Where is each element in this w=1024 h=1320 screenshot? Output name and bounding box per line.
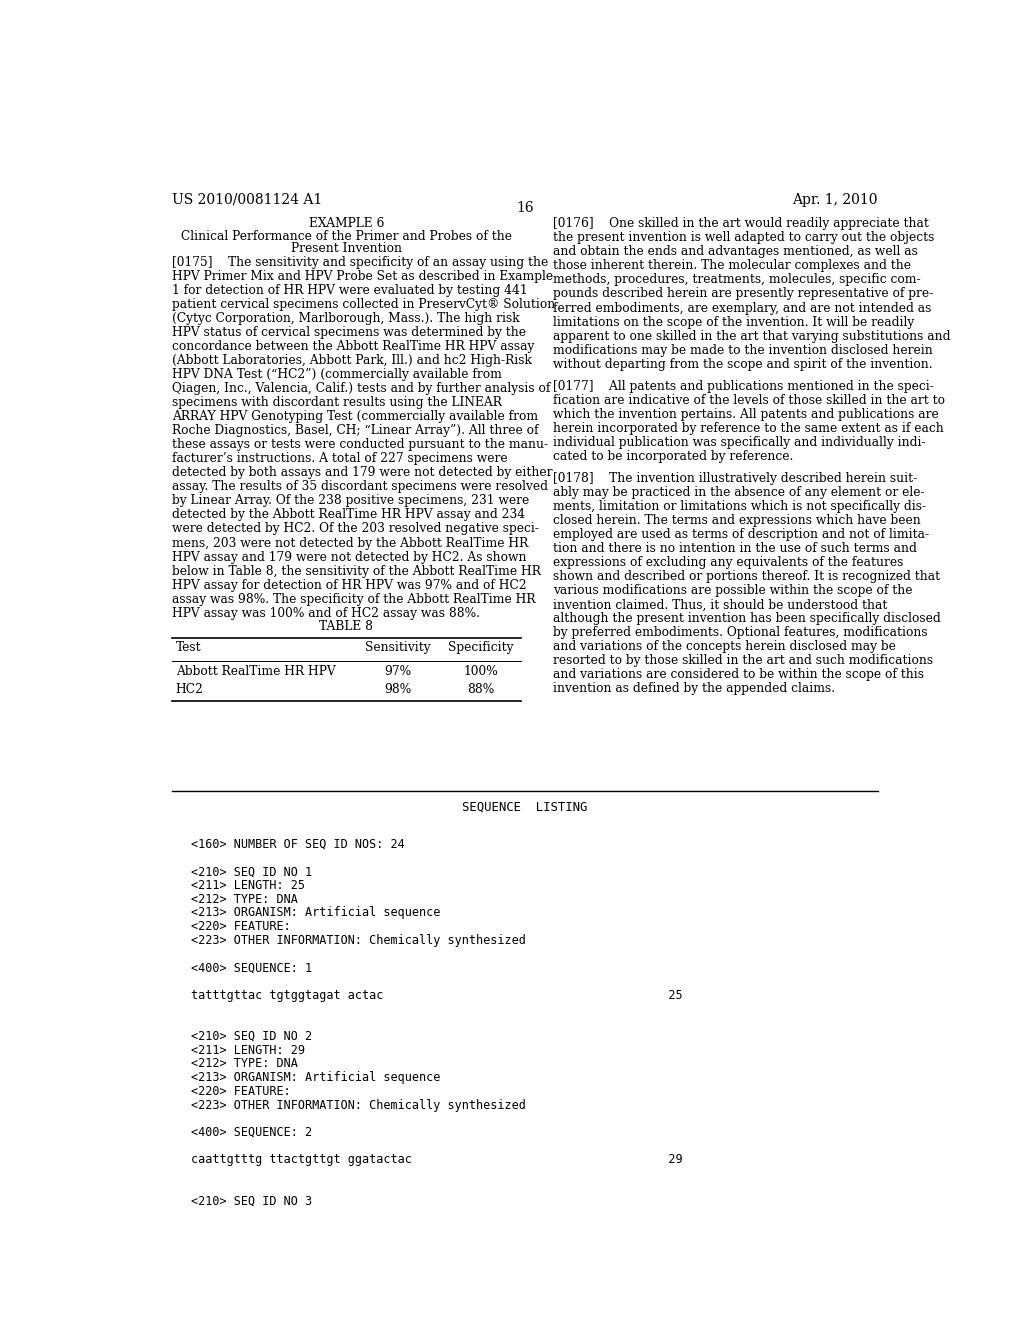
Text: resorted to by those skilled in the art and such modifications: resorted to by those skilled in the art … [553, 655, 933, 668]
Text: Test: Test [176, 642, 202, 655]
Text: <223> OTHER INFORMATION: Chemically synthesized: <223> OTHER INFORMATION: Chemically synt… [191, 935, 526, 946]
Text: Apr. 1, 2010: Apr. 1, 2010 [793, 193, 878, 207]
Text: and variations are considered to be within the scope of this: and variations are considered to be with… [553, 668, 924, 681]
Text: those inherent therein. The molecular complexes and the: those inherent therein. The molecular co… [553, 260, 910, 272]
Text: Present Invention: Present Invention [291, 242, 401, 255]
Text: HPV assay for detection of HR HPV was 97% and of HC2: HPV assay for detection of HR HPV was 97… [172, 578, 526, 591]
Text: <210> SEQ ID NO 1: <210> SEQ ID NO 1 [191, 866, 312, 878]
Text: tion and there is no intention in the use of such terms and: tion and there is no intention in the us… [553, 543, 916, 556]
Text: (Cytyc Corporation, Marlborough, Mass.). The high risk: (Cytyc Corporation, Marlborough, Mass.).… [172, 312, 519, 325]
Text: [0176]    One skilled in the art would readily appreciate that: [0176] One skilled in the art would read… [553, 218, 929, 231]
Text: HC2: HC2 [176, 682, 204, 696]
Text: ferred embodiments, are exemplary, and are not intended as: ferred embodiments, are exemplary, and a… [553, 301, 931, 314]
Text: concordance between the Abbott RealTime HR HPV assay: concordance between the Abbott RealTime … [172, 341, 535, 354]
Text: by Linear Array. Of the 238 positive specimens, 231 were: by Linear Array. Of the 238 positive spe… [172, 495, 529, 507]
Text: expressions of excluding any equivalents of the features: expressions of excluding any equivalents… [553, 556, 903, 569]
Text: <210> SEQ ID NO 3: <210> SEQ ID NO 3 [191, 1195, 312, 1208]
Text: [0178]    The invention illustratively described herein suit-: [0178] The invention illustratively desc… [553, 473, 916, 484]
Text: shown and described or portions thereof. It is recognized that: shown and described or portions thereof.… [553, 570, 940, 583]
Text: <223> OTHER INFORMATION: Chemically synthesized: <223> OTHER INFORMATION: Chemically synt… [191, 1098, 526, 1111]
Text: individual publication was specifically and individually indi-: individual publication was specifically … [553, 436, 926, 449]
Text: ably may be practiced in the absence of any element or ele-: ably may be practiced in the absence of … [553, 486, 925, 499]
Text: specimens with discordant results using the LINEAR: specimens with discordant results using … [172, 396, 502, 409]
Text: invention claimed. Thus, it should be understood that: invention claimed. Thus, it should be un… [553, 598, 887, 611]
Text: apparent to one skilled in the art that varying substitutions and: apparent to one skilled in the art that … [553, 330, 950, 343]
Text: employed are used as terms of description and not of limita-: employed are used as terms of descriptio… [553, 528, 929, 541]
Text: <400> SEQUENCE: 1: <400> SEQUENCE: 1 [191, 961, 312, 974]
Text: assay was 98%. The specificity of the Abbott RealTime HR: assay was 98%. The specificity of the Ab… [172, 593, 536, 606]
Text: by preferred embodiments. Optional features, modifications: by preferred embodiments. Optional featu… [553, 627, 927, 639]
Text: (Abbott Laboratories, Abbott Park, Ill.) and hc2 High-Risk: (Abbott Laboratories, Abbott Park, Ill.)… [172, 354, 531, 367]
Text: <220> FEATURE:: <220> FEATURE: [191, 1085, 291, 1098]
Text: 1 for detection of HR HPV were evaluated by testing 441: 1 for detection of HR HPV were evaluated… [172, 284, 527, 297]
Text: various modifications are possible within the scope of the: various modifications are possible withi… [553, 585, 912, 597]
Text: caattgtttg ttactgttgt ggatactac                                    29: caattgtttg ttactgttgt ggatactac 29 [191, 1154, 683, 1167]
Text: cated to be incorporated by reference.: cated to be incorporated by reference. [553, 450, 793, 463]
Text: fication are indicative of the levels of those skilled in the art to: fication are indicative of the levels of… [553, 393, 944, 407]
Text: herein incorporated by reference to the same extent as if each: herein incorporated by reference to the … [553, 422, 943, 434]
Text: ments, limitation or limitations which is not specifically dis-: ments, limitation or limitations which i… [553, 500, 926, 513]
Text: tatttgttac tgtggtagat actac                                        25: tatttgttac tgtggtagat actac 25 [191, 989, 683, 1002]
Text: SEQUENCE  LISTING: SEQUENCE LISTING [462, 801, 588, 813]
Text: ARRAY HPV Genotyping Test (commercially available from: ARRAY HPV Genotyping Test (commercially … [172, 411, 538, 424]
Text: HPV Primer Mix and HPV Probe Set as described in Example: HPV Primer Mix and HPV Probe Set as desc… [172, 271, 553, 282]
Text: although the present invention has been specifically disclosed: although the present invention has been … [553, 612, 940, 626]
Text: 98%: 98% [384, 682, 412, 696]
Text: HPV assay was 100% and of HC2 assay was 88%.: HPV assay was 100% and of HC2 assay was … [172, 607, 479, 619]
Text: patient cervical specimens collected in PreservCyt® Solution: patient cervical specimens collected in … [172, 298, 555, 312]
Text: <220> FEATURE:: <220> FEATURE: [191, 920, 291, 933]
Text: facturer’s instructions. A total of 227 specimens were: facturer’s instructions. A total of 227 … [172, 453, 507, 466]
Text: pounds described herein are presently representative of pre-: pounds described herein are presently re… [553, 288, 933, 301]
Text: Abbott RealTime HR HPV: Abbott RealTime HR HPV [176, 664, 336, 677]
Text: limitations on the scope of the invention. It will be readily: limitations on the scope of the inventio… [553, 315, 913, 329]
Text: <211> LENGTH: 25: <211> LENGTH: 25 [191, 879, 305, 892]
Text: the present invention is well adapted to carry out the objects: the present invention is well adapted to… [553, 231, 934, 244]
Text: detected by the Abbott RealTime HR HPV assay and 234: detected by the Abbott RealTime HR HPV a… [172, 508, 524, 521]
Text: 88%: 88% [468, 682, 495, 696]
Text: Specificity: Specificity [449, 642, 514, 655]
Text: these assays or tests were conducted pursuant to the manu-: these assays or tests were conducted pur… [172, 438, 548, 451]
Text: <210> SEQ ID NO 2: <210> SEQ ID NO 2 [191, 1030, 312, 1043]
Text: HPV assay and 179 were not detected by HC2. As shown: HPV assay and 179 were not detected by H… [172, 550, 526, 564]
Text: invention as defined by the appended claims.: invention as defined by the appended cla… [553, 682, 835, 696]
Text: <211> LENGTH: 29: <211> LENGTH: 29 [191, 1044, 305, 1057]
Text: 100%: 100% [464, 664, 499, 677]
Text: [0175]    The sensitivity and specificity of an assay using the: [0175] The sensitivity and specificity o… [172, 256, 548, 269]
Text: which the invention pertains. All patents and publications are: which the invention pertains. All patent… [553, 408, 938, 421]
Text: <400> SEQUENCE: 2: <400> SEQUENCE: 2 [191, 1126, 312, 1139]
Text: TABLE 8: TABLE 8 [319, 620, 373, 632]
Text: Clinical Performance of the Primer and Probes of the: Clinical Performance of the Primer and P… [181, 230, 512, 243]
Text: assay. The results of 35 discordant specimens were resolved: assay. The results of 35 discordant spec… [172, 480, 548, 494]
Text: and obtain the ends and advantages mentioned, as well as: and obtain the ends and advantages menti… [553, 246, 918, 259]
Text: HPV DNA Test (“HC2”) (commercially available from: HPV DNA Test (“HC2”) (commercially avail… [172, 368, 502, 381]
Text: [0177]    All patents and publications mentioned in the speci-: [0177] All patents and publications ment… [553, 380, 934, 393]
Text: methods, procedures, treatments, molecules, specific com-: methods, procedures, treatments, molecul… [553, 273, 921, 286]
Text: mens, 203 were not detected by the Abbott RealTime HR: mens, 203 were not detected by the Abbot… [172, 536, 528, 549]
Text: detected by both assays and 179 were not detected by either: detected by both assays and 179 were not… [172, 466, 552, 479]
Text: were detected by HC2. Of the 203 resolved negative speci-: were detected by HC2. Of the 203 resolve… [172, 523, 539, 536]
Text: and variations of the concepts herein disclosed may be: and variations of the concepts herein di… [553, 640, 895, 653]
Text: US 2010/0081124 A1: US 2010/0081124 A1 [172, 193, 322, 207]
Text: below in Table 8, the sensitivity of the Abbott RealTime HR: below in Table 8, the sensitivity of the… [172, 565, 541, 578]
Text: <160> NUMBER OF SEQ ID NOS: 24: <160> NUMBER OF SEQ ID NOS: 24 [191, 838, 406, 851]
Text: Roche Diagnostics, Basel, CH; “Linear Array”). All three of: Roche Diagnostics, Basel, CH; “Linear Ar… [172, 424, 539, 437]
Text: <213> ORGANISM: Artificial sequence: <213> ORGANISM: Artificial sequence [191, 1071, 441, 1084]
Text: Qiagen, Inc., Valencia, Calif.) tests and by further analysis of: Qiagen, Inc., Valencia, Calif.) tests an… [172, 383, 550, 395]
Text: without departing from the scope and spirit of the invention.: without departing from the scope and spi… [553, 358, 932, 371]
Text: <213> ORGANISM: Artificial sequence: <213> ORGANISM: Artificial sequence [191, 907, 441, 920]
Text: EXAMPLE 6: EXAMPLE 6 [308, 218, 384, 231]
Text: 16: 16 [516, 201, 534, 215]
Text: Sensitivity: Sensitivity [365, 642, 431, 655]
Text: HPV status of cervical specimens was determined by the: HPV status of cervical specimens was det… [172, 326, 525, 339]
Text: <212> TYPE: DNA: <212> TYPE: DNA [191, 892, 298, 906]
Text: <212> TYPE: DNA: <212> TYPE: DNA [191, 1057, 298, 1071]
Text: closed herein. The terms and expressions which have been: closed herein. The terms and expressions… [553, 515, 921, 527]
Text: 97%: 97% [384, 664, 412, 677]
Text: modifications may be made to the invention disclosed herein: modifications may be made to the inventi… [553, 343, 932, 356]
